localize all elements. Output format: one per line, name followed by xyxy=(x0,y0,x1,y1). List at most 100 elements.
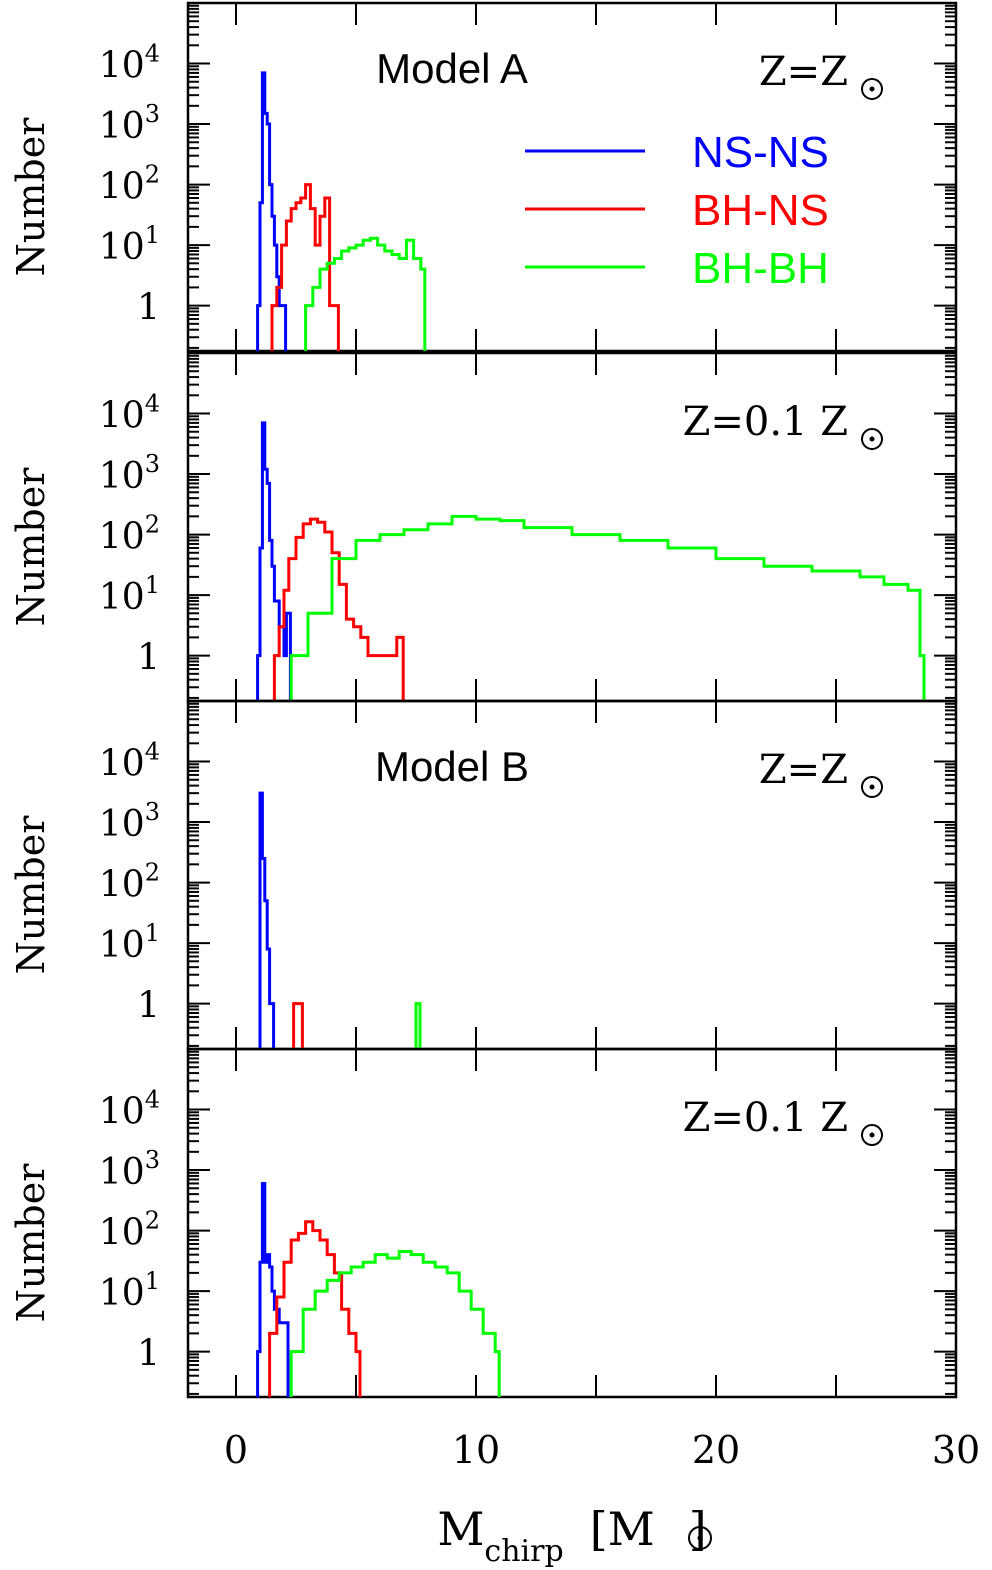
metallicity-label: Z=0.1 Z xyxy=(683,1095,848,1141)
y-tick-exponent: 2 xyxy=(145,511,160,539)
y-tick-base: 10 xyxy=(99,167,145,208)
legend-label: BH-NS xyxy=(692,186,829,235)
y-tick-base: 10 xyxy=(99,106,145,147)
x-tick-label: 0 xyxy=(224,1428,248,1472)
y-tick-exponent: 1 xyxy=(145,221,160,249)
y-tick-label: 102 xyxy=(99,511,160,558)
series-bh-ns xyxy=(268,1220,362,1397)
legend-label: NS-NS xyxy=(692,128,829,177)
y-tick-label: 1 xyxy=(137,986,160,1027)
y-tick-exponent: 2 xyxy=(145,859,160,887)
series-bh-bh xyxy=(289,1250,501,1397)
y-tick-exponent: 1 xyxy=(145,1267,160,1295)
panel-frame xyxy=(186,1047,958,1399)
sun-symbol xyxy=(861,776,883,798)
y-tick-exponent: 3 xyxy=(145,1146,160,1174)
y-tick-base: 10 xyxy=(99,1273,145,1314)
y-tick-exponent: 3 xyxy=(145,798,160,826)
sun-symbol xyxy=(688,1526,712,1550)
y-tick-base: 10 xyxy=(99,1092,145,1133)
y-tick-exponent: 3 xyxy=(145,450,160,478)
y-tick-label: 101 xyxy=(99,919,160,966)
series-bh-bh xyxy=(289,514,926,701)
y-tick-label: 104 xyxy=(99,738,160,785)
series-ns-ns xyxy=(256,1181,290,1397)
x-axis-label: Mchirp [M] xyxy=(437,1502,706,1569)
y-tick-label: 103 xyxy=(99,1146,160,1193)
sun-symbol xyxy=(861,78,883,100)
legend-label: BH-BH xyxy=(692,244,829,293)
y-tick-base: 10 xyxy=(99,1152,145,1193)
series-bh-ns xyxy=(292,1002,304,1049)
y-tick-label: 103 xyxy=(99,100,160,147)
sun-symbol-dot xyxy=(869,784,875,790)
y-tick-label: 101 xyxy=(99,221,160,268)
y-tick-base: 1 xyxy=(137,638,160,679)
y-axis-label: Number xyxy=(9,815,53,975)
series-bh-ns xyxy=(270,183,340,351)
y-axis-label: Number xyxy=(9,1163,53,1323)
y-tick-label: 1 xyxy=(137,638,160,679)
y-tick-exponent: 2 xyxy=(145,1207,160,1235)
sun-symbol-dot xyxy=(869,86,875,92)
y-tick-base: 10 xyxy=(99,456,145,497)
series-bh-bh xyxy=(304,236,427,351)
x-tick-label: 20 xyxy=(692,1428,740,1472)
y-tick-label: 103 xyxy=(99,450,160,497)
y-tick-exponent: 1 xyxy=(145,919,160,947)
x-axis-label-sub: chirp xyxy=(484,1534,563,1569)
y-tick-exponent: 2 xyxy=(145,161,160,189)
y-tick-label: 104 xyxy=(99,390,160,437)
series-ns-ns xyxy=(256,421,292,701)
metallicity-label: Z=Z xyxy=(759,747,848,793)
y-tick-label: 1 xyxy=(137,288,160,329)
y-tick-label: 103 xyxy=(99,798,160,845)
y-tick-base: 10 xyxy=(99,1213,145,1254)
y-tick-base: 10 xyxy=(99,744,145,785)
y-axis-label: Number xyxy=(9,117,53,277)
sun-symbol-dot xyxy=(869,1132,875,1138)
y-tick-label: 102 xyxy=(99,161,160,208)
y-tick-base: 10 xyxy=(99,925,145,966)
y-tick-exponent: 4 xyxy=(145,40,160,68)
panel-frame xyxy=(186,1,958,353)
y-tick-label: 104 xyxy=(99,40,160,87)
metallicity-label: Z=0.1 Z xyxy=(683,399,848,445)
sun-symbol xyxy=(861,1124,883,1146)
y-tick-base: 10 xyxy=(99,577,145,618)
x-axis-label-unit: [M xyxy=(590,1502,655,1556)
metallicity-label: Z=Z xyxy=(759,49,848,95)
model-label: Model A xyxy=(376,45,528,92)
y-tick-exponent: 4 xyxy=(145,738,160,766)
y-tick-base: 10 xyxy=(99,804,145,845)
y-tick-exponent: 4 xyxy=(145,390,160,418)
y-tick-base: 10 xyxy=(99,396,145,437)
series-bh-ns xyxy=(272,517,405,701)
y-tick-label: 1 xyxy=(137,1334,160,1375)
series-ns-ns xyxy=(258,791,276,1049)
y-tick-base: 1 xyxy=(137,1334,160,1375)
x-axis-label-main: M xyxy=(437,1502,484,1556)
y-tick-exponent: 3 xyxy=(145,100,160,128)
sun-symbol-dot xyxy=(869,436,875,442)
y-tick-base: 1 xyxy=(137,288,160,329)
sun-symbol-dot xyxy=(697,1535,703,1541)
y-tick-label: 104 xyxy=(99,1086,160,1133)
sun-symbol xyxy=(861,428,883,450)
y-axis-label: Number xyxy=(9,467,53,627)
y-tick-base: 10 xyxy=(99,227,145,268)
x-tick-label: 10 xyxy=(452,1428,500,1472)
y-tick-base: 10 xyxy=(99,517,145,558)
y-tick-base: 1 xyxy=(137,986,160,1027)
series-bh-bh xyxy=(414,1002,422,1049)
y-tick-exponent: 1 xyxy=(145,571,160,599)
y-tick-exponent: 4 xyxy=(145,1086,160,1114)
x-axis-label-close: ] xyxy=(689,1502,707,1556)
y-tick-label: 101 xyxy=(99,1267,160,1314)
y-tick-label: 101 xyxy=(99,571,160,618)
